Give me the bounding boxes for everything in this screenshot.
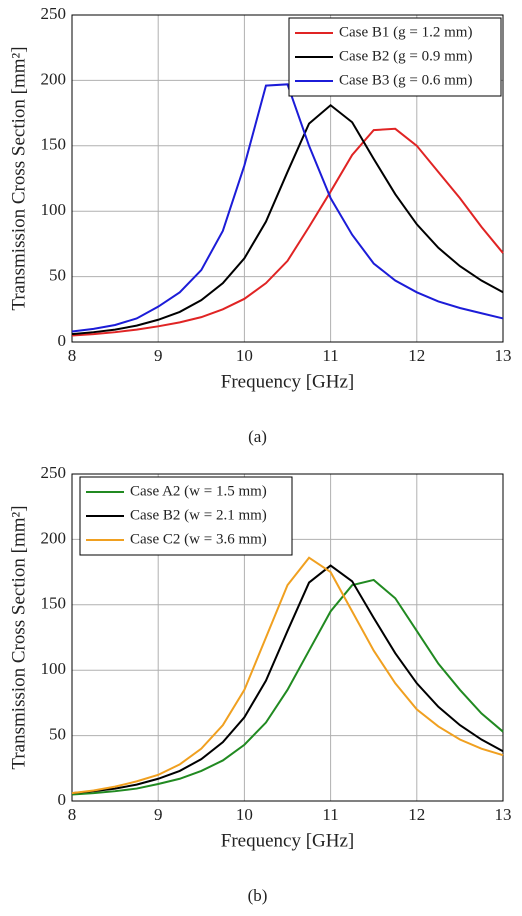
plot-frame <box>71 473 504 802</box>
x-tick-label: 12 <box>408 346 425 365</box>
x-tick-label: 13 <box>495 805 512 824</box>
y-axis-label: Transmission Cross Section [mm²] <box>8 46 29 310</box>
y-tick-label: 200 <box>41 69 67 88</box>
y-tick-label: 0 <box>58 331 67 350</box>
legend-label: Case C2 (w = 3.6 mm) <box>130 531 267 547</box>
caption: (b) <box>248 886 268 905</box>
data-line <box>71 578 504 796</box>
x-tick-label: 13 <box>495 346 512 365</box>
data-line <box>71 127 504 337</box>
x-tick-label: 8 <box>68 346 77 365</box>
legend-label: Case B1 (g = 1.2 mm) <box>339 24 472 40</box>
plot-frame <box>71 14 504 343</box>
x-tick-label: 9 <box>154 346 163 365</box>
y-tick-label: 100 <box>41 200 67 219</box>
x-tick-label: 9 <box>154 805 163 824</box>
y-tick-label: 250 <box>41 4 67 23</box>
y-tick-label: 0 <box>58 790 67 809</box>
legend-label: Case A2 (w = 1.5 mm) <box>130 483 267 499</box>
x-tick-label: 12 <box>408 805 425 824</box>
data-line <box>71 103 504 336</box>
x-tick-label: 11 <box>322 805 338 824</box>
x-axis-label: Frequency [GHz] <box>221 371 354 392</box>
data-line <box>71 556 504 795</box>
data-line <box>71 83 504 333</box>
x-tick-label: 8 <box>68 805 77 824</box>
y-tick-label: 50 <box>49 266 66 285</box>
caption: (a) <box>248 427 267 446</box>
y-tick-label: 200 <box>41 528 67 547</box>
y-tick-label: 150 <box>41 135 67 154</box>
y-tick-label: 100 <box>41 659 67 678</box>
legend-label: Case B2 (g = 0.9 mm) <box>339 48 472 64</box>
y-tick-label: 250 <box>41 463 67 482</box>
x-axis-label: Frequency [GHz] <box>221 830 354 851</box>
legend-label: Case B3 (g = 0.6 mm) <box>339 72 472 88</box>
y-tick-label: 50 <box>49 725 66 744</box>
x-tick-label: 10 <box>236 346 253 365</box>
x-tick-label: 10 <box>236 805 253 824</box>
legend-label: Case B2 (w = 2.1 mm) <box>130 507 267 523</box>
y-tick-label: 150 <box>41 594 67 613</box>
x-tick-label: 11 <box>322 346 338 365</box>
data-line <box>71 564 504 795</box>
y-axis-label: Transmission Cross Section [mm²] <box>8 505 29 769</box>
